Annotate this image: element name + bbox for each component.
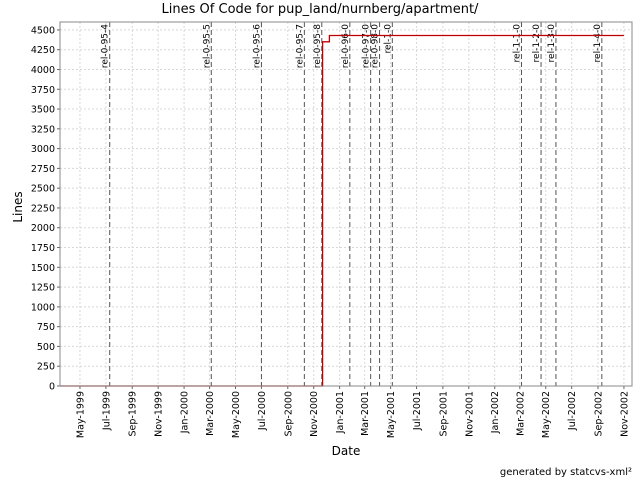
- x-tick-label: Nov-2001: [464, 391, 475, 437]
- y-tick-label: 1250: [31, 283, 55, 294]
- tag-label: rel-1-1-0: [513, 24, 523, 63]
- tag-label: rel-1-4-0: [593, 24, 603, 63]
- y-tick-label: 2750: [31, 164, 55, 175]
- y-tick-label: 3500: [31, 105, 55, 116]
- y-tick-label: 0: [49, 382, 55, 393]
- x-tick-label: Jul-2001: [412, 391, 423, 431]
- x-tick-label: Mar-2000: [205, 391, 216, 436]
- x-tick-label: Nov-2000: [309, 391, 320, 437]
- y-tick-label: 2500: [31, 184, 55, 195]
- x-tick-label: Jul-2000: [257, 391, 268, 431]
- tag-label: rel-1-3-0: [547, 24, 557, 63]
- y-axis-title: Lines: [11, 191, 25, 222]
- x-tick-label: Sep-1999: [128, 391, 139, 437]
- grid: [60, 22, 632, 387]
- axes: 0 250 500 750 1000 1250 1500 1750 2000 2250 2500 27…: [31, 21, 633, 438]
- y-tick-label: 2250: [31, 203, 55, 214]
- y-tick-label: 4500: [31, 25, 55, 36]
- y-tick-label: 1750: [31, 243, 55, 254]
- tag-label: rel-0-97-0: [362, 24, 372, 68]
- x-tick-label: Jan-2001: [335, 391, 346, 434]
- y-tick-label: 3000: [31, 144, 55, 155]
- y-tick-label: 250: [37, 362, 55, 373]
- x-tick-label: Jan-2000: [180, 391, 191, 434]
- x-tick-label: May-2002: [541, 391, 552, 438]
- tag-label: rel-0-95-7: [295, 24, 305, 68]
- generator-credit: generated by statcvs-xml²: [500, 467, 632, 478]
- y-tick-label: 4000: [31, 65, 55, 76]
- x-tick-label: Mar-2002: [515, 391, 526, 436]
- x-tick-label: Nov-1999: [154, 391, 165, 437]
- tag-label: rel-0-98-0: [371, 24, 381, 68]
- y-tick-label: 3750: [31, 85, 55, 96]
- tag-markers: rel-0-95-4 rel-0-95-5 rel-0-95-6 rel-0-95-7…: [101, 22, 603, 386]
- plot-frame: [59, 21, 633, 387]
- tag-label: rel-0-95-4: [101, 24, 111, 68]
- tag-label: rel-1-0: [383, 24, 393, 54]
- x-tick-label: Jan-2002: [490, 391, 501, 434]
- y-tick-label: 2000: [31, 223, 55, 234]
- x-tick-label: Mar-2001: [360, 391, 371, 436]
- y-tick-label: 500: [37, 342, 55, 353]
- x-tick-label: Nov-2002: [619, 391, 630, 437]
- y-tick-label: 750: [37, 322, 55, 333]
- y-tick-label: 4250: [31, 45, 55, 56]
- tag-label: rel-0-95-8: [313, 24, 323, 68]
- y-tick-label: 3250: [31, 124, 55, 135]
- x-tick-label: May-1999: [75, 391, 86, 438]
- x-tick-label: Sep-2001: [438, 391, 449, 437]
- x-tick-label: Jul-1999: [101, 391, 112, 431]
- tag-label: rel-0-96-0: [341, 24, 351, 68]
- y-tick-label: 1000: [31, 302, 55, 313]
- tag-label: rel-0-95-6: [252, 24, 262, 68]
- tag-label: rel-0-95-5: [202, 24, 212, 68]
- x-axis-title: Date: [332, 444, 361, 458]
- x-tick-label: May-2000: [231, 391, 242, 438]
- tag-label: rel-1-2-0: [532, 24, 542, 63]
- x-tick-label: Sep-2000: [283, 391, 294, 437]
- x-tick-label: May-2001: [386, 391, 397, 438]
- y-tick-label: 1500: [31, 263, 55, 274]
- chart-title: Lines Of Code for pup_land/nurnberg/apar…: [162, 2, 480, 17]
- x-tick-label: Jul-2002: [567, 391, 578, 431]
- x-tick-label: Sep-2002: [594, 391, 605, 437]
